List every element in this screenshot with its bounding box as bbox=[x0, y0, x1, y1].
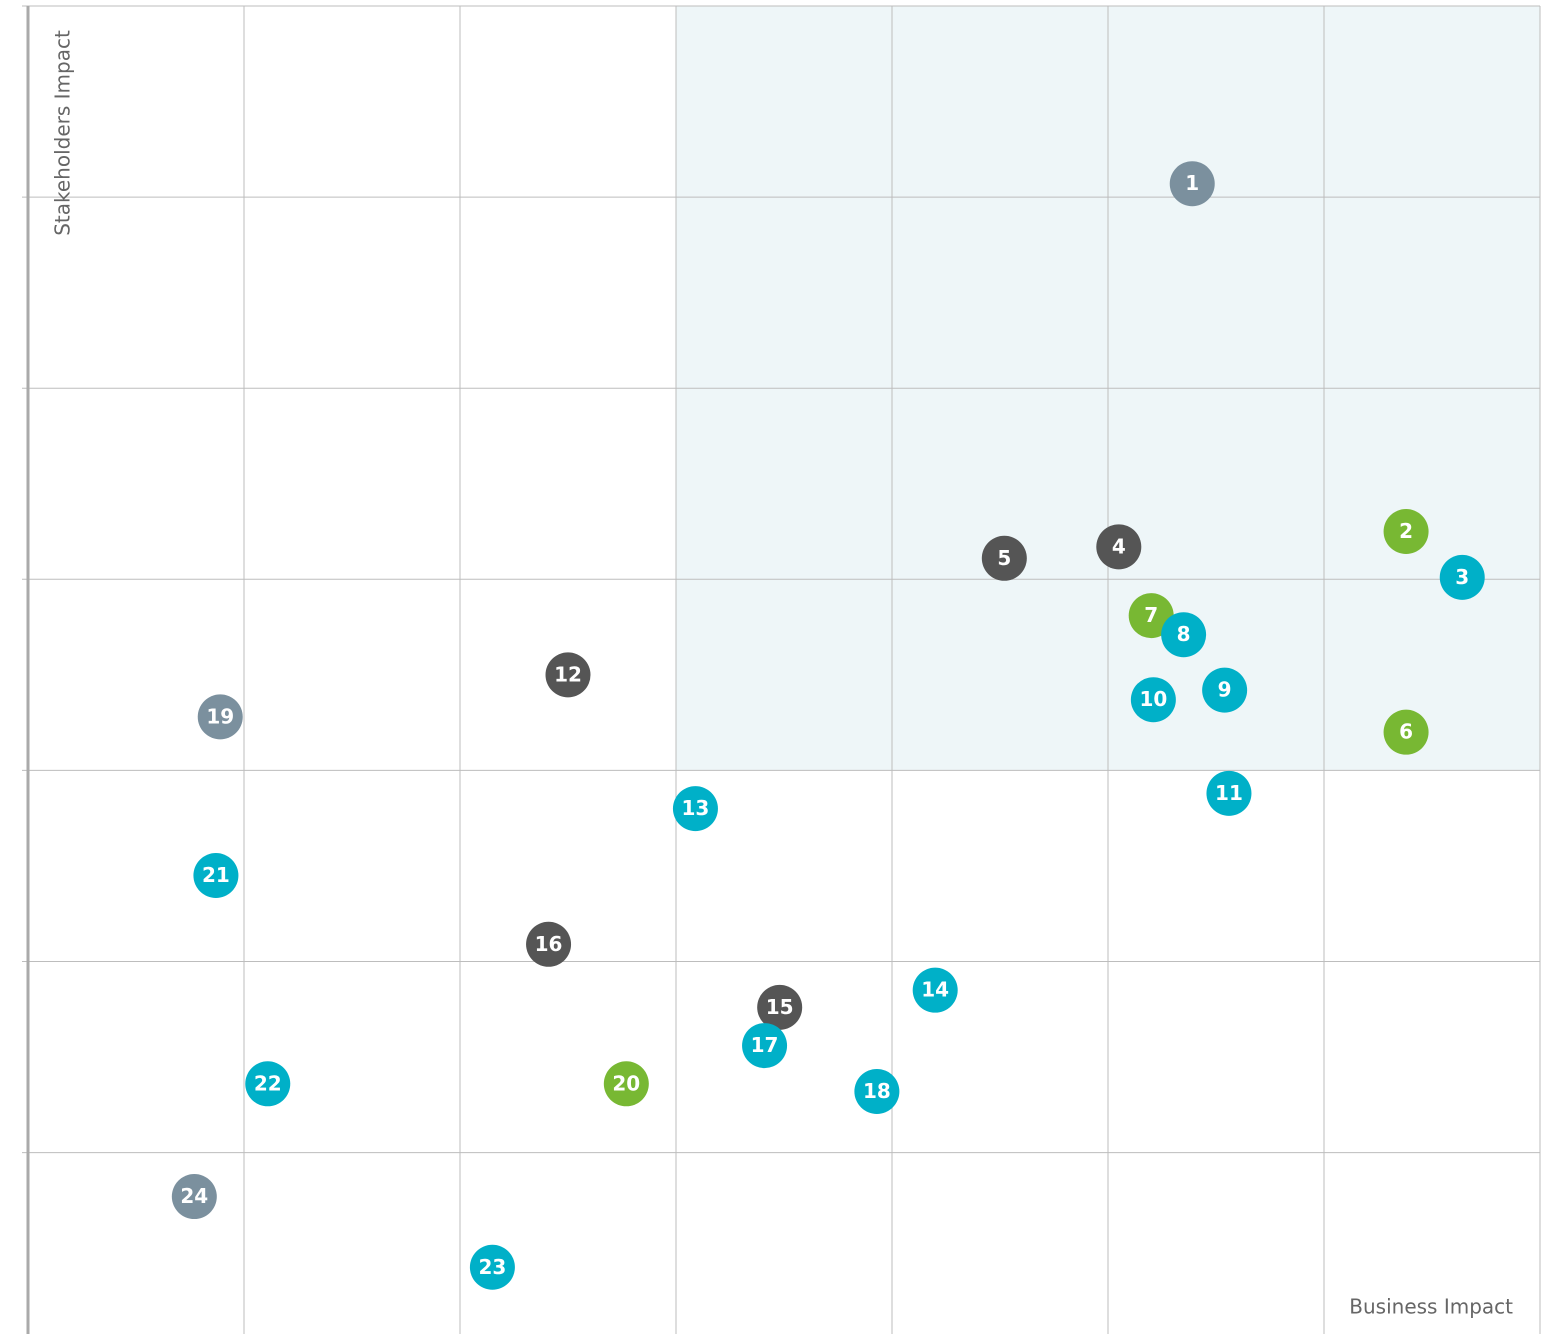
point-label: 2 bbox=[1399, 519, 1413, 543]
point bbox=[1383, 509, 1429, 555]
point bbox=[1202, 667, 1248, 713]
point-label: 21 bbox=[202, 863, 230, 887]
point-label: 15 bbox=[766, 995, 794, 1019]
point-label: 5 bbox=[997, 546, 1011, 570]
point bbox=[1161, 612, 1207, 658]
point-label: 10 bbox=[1139, 687, 1167, 711]
point-label: 23 bbox=[478, 1255, 506, 1279]
point bbox=[469, 1244, 515, 1290]
point-label: 14 bbox=[921, 978, 949, 1002]
point-label: 16 bbox=[535, 932, 563, 956]
point bbox=[171, 1174, 217, 1220]
point-label: 7 bbox=[1144, 603, 1158, 627]
point bbox=[912, 967, 958, 1013]
point bbox=[742, 1023, 788, 1069]
point bbox=[854, 1068, 900, 1114]
point-label: 1 bbox=[1185, 171, 1199, 195]
point bbox=[526, 921, 572, 967]
point-label: 8 bbox=[1177, 622, 1191, 646]
point-label: 13 bbox=[682, 796, 710, 820]
point bbox=[245, 1061, 291, 1107]
point-label: 9 bbox=[1218, 678, 1232, 702]
x-axis-title: Business Impact bbox=[1349, 1295, 1513, 1319]
point-label: 12 bbox=[554, 662, 582, 686]
point bbox=[757, 984, 803, 1030]
grid-layer bbox=[22, 5, 1541, 1334]
point-label: 4 bbox=[1112, 534, 1126, 558]
point bbox=[197, 694, 243, 740]
point bbox=[603, 1061, 649, 1107]
point-label: 3 bbox=[1455, 565, 1469, 589]
point bbox=[1169, 161, 1215, 207]
point-label: 19 bbox=[206, 704, 234, 728]
y-axis-title: Stakeholders Impact bbox=[51, 30, 75, 236]
point-label: 6 bbox=[1399, 720, 1413, 744]
point bbox=[1096, 524, 1142, 570]
point bbox=[1383, 709, 1429, 755]
point-label: 20 bbox=[612, 1071, 640, 1095]
point bbox=[1206, 770, 1252, 816]
point bbox=[1128, 593, 1174, 639]
point-label: 22 bbox=[254, 1071, 282, 1095]
point bbox=[193, 853, 239, 899]
point-label: 17 bbox=[751, 1033, 779, 1057]
point bbox=[545, 652, 591, 698]
point bbox=[1130, 677, 1176, 723]
point-label: 11 bbox=[1215, 781, 1243, 805]
point-label: 24 bbox=[180, 1184, 208, 1208]
point bbox=[1439, 554, 1485, 600]
point-label: 18 bbox=[863, 1079, 891, 1103]
point bbox=[981, 535, 1027, 581]
point bbox=[672, 786, 718, 832]
